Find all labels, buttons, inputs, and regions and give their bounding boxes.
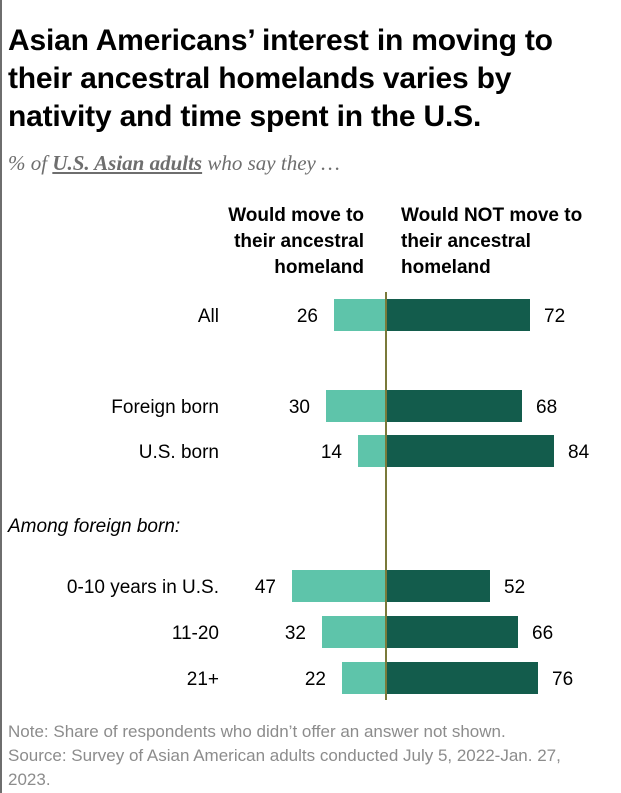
- column-header-would-move: Would move to their ancestral homeland: [228, 205, 364, 278]
- note-text: Note: Share of respondents who didn’t of…: [8, 722, 506, 741]
- subtitle-suffix: who say they …: [207, 151, 340, 175]
- value-label-would-move-11-20: 32: [285, 623, 306, 644]
- bar-would-move-all: [334, 299, 386, 331]
- value-label-would-move-foreign-born: 30: [289, 397, 310, 418]
- left-rule: [0, 0, 2, 793]
- bar-would-move-foreign-born: [326, 390, 386, 422]
- value-label-would-not-move-u-s-born: 84: [568, 442, 590, 463]
- bar-would-not-move-all: [386, 299, 530, 331]
- bar-would-move-u-s-born: [358, 435, 386, 467]
- category-label-u-s-born: U.S. born: [139, 442, 219, 463]
- bar-would-not-move-u-s-born: [386, 435, 554, 467]
- category-label-all: All: [198, 306, 219, 327]
- value-label-would-not-move-11-20: 66: [532, 623, 553, 644]
- value-label-would-move-u-s-born: 14: [321, 442, 343, 463]
- chart-subtitle: % of U.S. Asian adults who say they …: [8, 151, 340, 176]
- value-label-would-not-move-0-10-years-in-u-s: 52: [504, 577, 525, 598]
- value-label-would-not-move-21: 76: [552, 669, 573, 690]
- category-label-21: 21+: [187, 669, 219, 690]
- section-label-among-foreign-born: Among foreign born:: [8, 516, 181, 537]
- bar-would-move-21: [342, 662, 386, 694]
- bar-would-not-move-11-20: [386, 616, 518, 648]
- bar-would-not-move-0-10-years-in-u-s: [386, 570, 490, 602]
- bar-would-not-move-foreign-born: [386, 390, 522, 422]
- subtitle-prefix: % of: [8, 151, 48, 175]
- value-label-would-move-all: 26: [297, 306, 318, 327]
- source-text: Source: Survey of Asian American adults …: [8, 746, 561, 789]
- bar-would-not-move-21: [386, 662, 538, 694]
- column-header-would-not-move: Would NOT move to their ancestral homeland: [401, 205, 583, 278]
- value-label-would-not-move-foreign-born: 68: [536, 397, 557, 418]
- bar-would-move-0-10-years-in-u-s: [292, 570, 386, 602]
- chart-title: Asian Americans’ interest in moving to t…: [8, 24, 553, 133]
- value-label-would-not-move-all: 72: [544, 306, 565, 327]
- value-label-would-move-21: 22: [305, 669, 326, 690]
- chart-notes: Note: Share of respondents who didn’t of…: [8, 720, 608, 792]
- value-label-would-move-0-10-years-in-u-s: 47: [255, 577, 276, 598]
- category-label-11-20: 11-20: [172, 623, 219, 644]
- category-label-foreign-born: Foreign born: [111, 397, 219, 418]
- subtitle-emphasis: U.S. Asian adults: [52, 151, 203, 175]
- category-label-0-10-years-in-u-s: 0-10 years in U.S.: [67, 577, 219, 598]
- bar-would-move-11-20: [322, 616, 386, 648]
